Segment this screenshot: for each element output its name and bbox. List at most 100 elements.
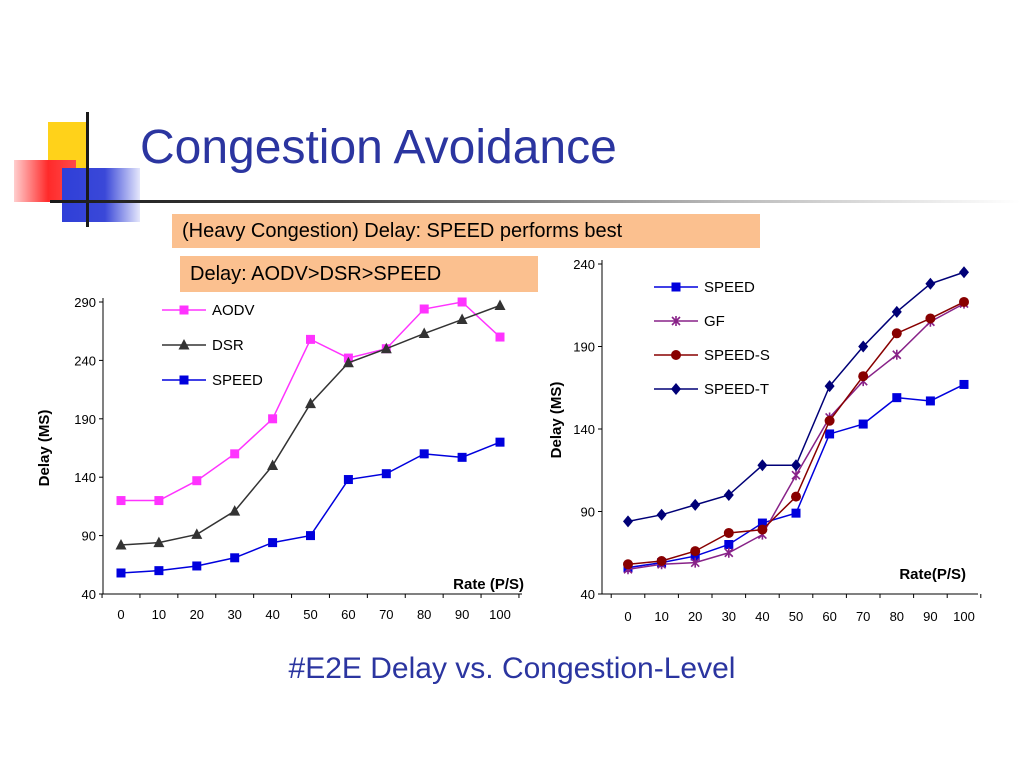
data-point-aodv: [230, 449, 240, 459]
data-point-speed-s: [757, 524, 768, 535]
x-tick-label: 90: [923, 609, 937, 624]
title-decoration-vertical-line: [86, 112, 89, 227]
data-point-speed-s: [959, 296, 969, 307]
legend-label: SPEED: [212, 372, 263, 389]
slide-caption: #E2E Delay vs. Congestion-Level: [288, 652, 736, 685]
data-point-speed-s: [623, 559, 633, 570]
data-point-gf: [690, 557, 700, 568]
y-tick-label: 190: [573, 340, 595, 355]
data-point-speed-t: [824, 380, 835, 393]
data-point-speed: [230, 553, 240, 563]
x-tick-label: 90: [455, 607, 469, 622]
y-tick-label: 240: [74, 353, 96, 368]
data-point-aodv: [306, 334, 315, 344]
y-axis-title: Delay (MS): [548, 382, 565, 459]
data-point-dsr: [115, 538, 127, 550]
data-point-speed-s: [723, 527, 734, 538]
legend-item-speed: SPEED: [162, 372, 263, 389]
data-point-speed-t: [623, 515, 633, 528]
left-delay-chart: 40 90 140 190 240 290 0 10 20 30 40 50 60 70 80 90 100 Ra…: [36, 295, 524, 622]
series-gf: [623, 298, 969, 575]
data-point-dsr: [494, 299, 506, 311]
x-tick-label: 100: [489, 607, 511, 622]
data-point-speed: [825, 429, 835, 439]
data-point-dsr: [342, 356, 354, 368]
y-tick-label: 40: [82, 587, 96, 602]
x-tick-label: 0: [624, 609, 631, 624]
data-point-speed: [892, 393, 902, 403]
legend-marker: [178, 339, 190, 350]
data-point-speed-t: [959, 266, 969, 279]
callout-heavy-congestion: (Heavy Congestion) Delay: SPEED performs…: [172, 214, 760, 248]
legend-item-speed: SPEED: [654, 279, 755, 296]
legend-marker: [671, 350, 681, 360]
data-point-dsr: [229, 505, 241, 516]
data-point-speed-t: [690, 498, 701, 511]
y-axis-title: Delay (MS): [36, 410, 53, 487]
series-speed: [116, 437, 505, 578]
title-decoration-blue-square: [62, 168, 140, 222]
data-point-gf: [791, 470, 801, 481]
data-point-dsr: [456, 313, 468, 325]
x-tick-label: 60: [341, 607, 355, 622]
data-point-dsr: [305, 397, 316, 409]
data-point-gf: [724, 547, 734, 558]
right-chart-plot-group: 40 90 140 190 240 0 10 20 30 40 50 60 70 80 90 100 Rate(…: [548, 257, 982, 624]
data-point-aodv: [457, 297, 467, 307]
data-point-speed-s: [656, 556, 667, 566]
data-point-speed-s: [858, 371, 869, 382]
y-tick-label: 140: [573, 422, 595, 437]
x-tick-label: 100: [953, 609, 975, 624]
data-point-speed-t: [723, 489, 734, 501]
series-line-speed: [120, 441, 501, 574]
data-point-speed: [306, 531, 315, 541]
data-point-speed: [858, 419, 868, 429]
data-point-dsr: [418, 327, 430, 339]
y-tick-label: 140: [74, 470, 96, 485]
data-point-dsr: [153, 536, 165, 548]
data-point-speed: [925, 396, 935, 406]
data-point-speed: [457, 452, 467, 462]
data-point-speed: [757, 518, 767, 528]
data-point-gf: [892, 349, 902, 360]
x-tick-label: 10: [152, 607, 166, 622]
right-delay-chart: 40 90 140 190 240 0 10 20 30 40 50 60 70 80 90 100 Rate(…: [548, 257, 982, 624]
y-tick-label: 190: [74, 412, 96, 427]
x-tick-label: 50: [303, 607, 317, 622]
x-tick-label: 70: [856, 609, 870, 624]
x-tick-label: 80: [890, 609, 904, 624]
x-axis-title: Rate (P/S): [453, 576, 524, 593]
data-point-speed-t: [757, 459, 768, 472]
data-point-speed-s: [824, 415, 835, 426]
data-point-aodv: [268, 414, 278, 424]
data-point-aodv: [419, 304, 429, 314]
y-tick-label: 40: [581, 587, 595, 602]
series-line-gf: [627, 302, 965, 570]
legend-marker: [179, 305, 189, 315]
data-point-speed-t: [858, 340, 869, 353]
legend-marker: [671, 282, 681, 292]
legend-item-gf: GF: [654, 313, 725, 330]
data-point-speed-s: [925, 313, 936, 324]
legend-label: SPEED-T: [704, 381, 769, 398]
data-point-speed: [959, 379, 969, 389]
series-dsr: [115, 299, 506, 550]
y-tick-label: 240: [573, 257, 595, 272]
x-tick-label: 70: [379, 607, 393, 622]
legend-marker: [671, 316, 681, 326]
legend-marker: [179, 375, 189, 385]
x-tick-label: 60: [822, 609, 836, 624]
data-point-speed-t: [891, 305, 902, 318]
data-point-aodv: [495, 332, 505, 342]
y-tick-label: 290: [74, 295, 96, 310]
legend-marker: [671, 383, 681, 395]
legend-item-aodv: AODV: [162, 302, 255, 319]
y-tick-label: 90: [82, 529, 96, 544]
x-tick-label: 30: [227, 607, 241, 622]
legend-label: AODV: [212, 302, 255, 319]
data-point-speed: [381, 469, 391, 479]
data-point-speed-t: [656, 508, 667, 521]
x-tick-label: 50: [789, 609, 803, 624]
legend-label: SPEED: [704, 279, 755, 296]
data-point-aodv: [154, 496, 164, 506]
